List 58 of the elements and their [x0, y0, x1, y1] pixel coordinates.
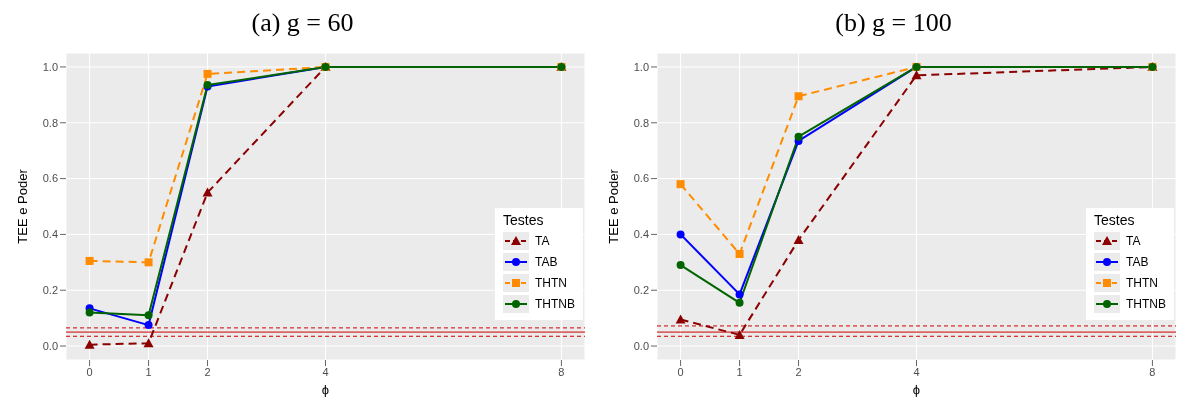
legend-label: THTN — [1126, 276, 1158, 290]
point — [794, 92, 803, 101]
y-tick-label: 0.6 — [633, 172, 649, 185]
legend-label: THTNB — [1126, 297, 1166, 311]
point — [735, 249, 744, 258]
y-tick-label: 1.0 — [633, 60, 649, 73]
x-tick-label: 0 — [86, 365, 93, 378]
point — [203, 69, 212, 78]
legend-label: TAB — [1126, 255, 1149, 269]
x-tick-label: 2 — [204, 365, 211, 378]
x-tick-label: 1 — [736, 365, 743, 378]
y-tick-label: 0.2 — [633, 284, 649, 297]
point — [676, 261, 685, 270]
x-tick-label: 0 — [677, 365, 684, 378]
point — [143, 338, 154, 348]
point — [676, 180, 685, 189]
y-tick-label: 0.8 — [42, 116, 58, 129]
legend-title: Testes — [503, 212, 545, 228]
x-tick-label: 2 — [795, 365, 802, 378]
point — [144, 321, 153, 330]
legend-label: THTN — [535, 276, 567, 290]
point — [85, 308, 94, 317]
point — [85, 256, 94, 265]
y-tick-label: 0.8 — [633, 116, 649, 129]
legend-label: THTNB — [535, 297, 575, 311]
y-tick-label: 0.6 — [42, 172, 58, 185]
y-axis-title: TEE e Poder — [14, 168, 30, 244]
point — [675, 314, 686, 324]
x-axis-title: ϕ — [321, 382, 330, 397]
point — [144, 311, 153, 320]
point — [676, 230, 685, 239]
point — [794, 132, 803, 141]
y-axis-title: TEE e Poder — [605, 168, 621, 244]
chart-title: (b) g = 100 — [834, 8, 953, 39]
point — [144, 258, 153, 267]
y-tick-label: 1.0 — [42, 60, 58, 73]
x-tick-label: 8 — [1149, 365, 1156, 378]
point — [793, 234, 804, 244]
legend-label: TAB — [535, 255, 558, 269]
x-tick-label: 8 — [558, 365, 565, 378]
y-tick-label: 0.0 — [42, 339, 58, 352]
chart-title: (a) g = 60 — [250, 8, 355, 39]
point — [735, 290, 744, 299]
y-tick-label: 0.2 — [42, 284, 58, 297]
y-tick-label: 0.0 — [633, 339, 649, 352]
x-axis-title: ϕ — [912, 382, 921, 397]
point — [734, 329, 745, 339]
point — [202, 187, 213, 197]
y-tick-label: 0.4 — [42, 228, 58, 241]
legend-label: TA — [1126, 234, 1141, 248]
point — [84, 339, 95, 349]
point — [735, 298, 744, 307]
y-tick-label: 0.4 — [633, 228, 649, 241]
x-tick-label: 4 — [322, 365, 329, 378]
x-tick-label: 4 — [913, 365, 920, 378]
legend-title: Testes — [1094, 212, 1136, 228]
legend-label: TA — [535, 234, 550, 248]
x-tick-label: 1 — [145, 365, 152, 378]
